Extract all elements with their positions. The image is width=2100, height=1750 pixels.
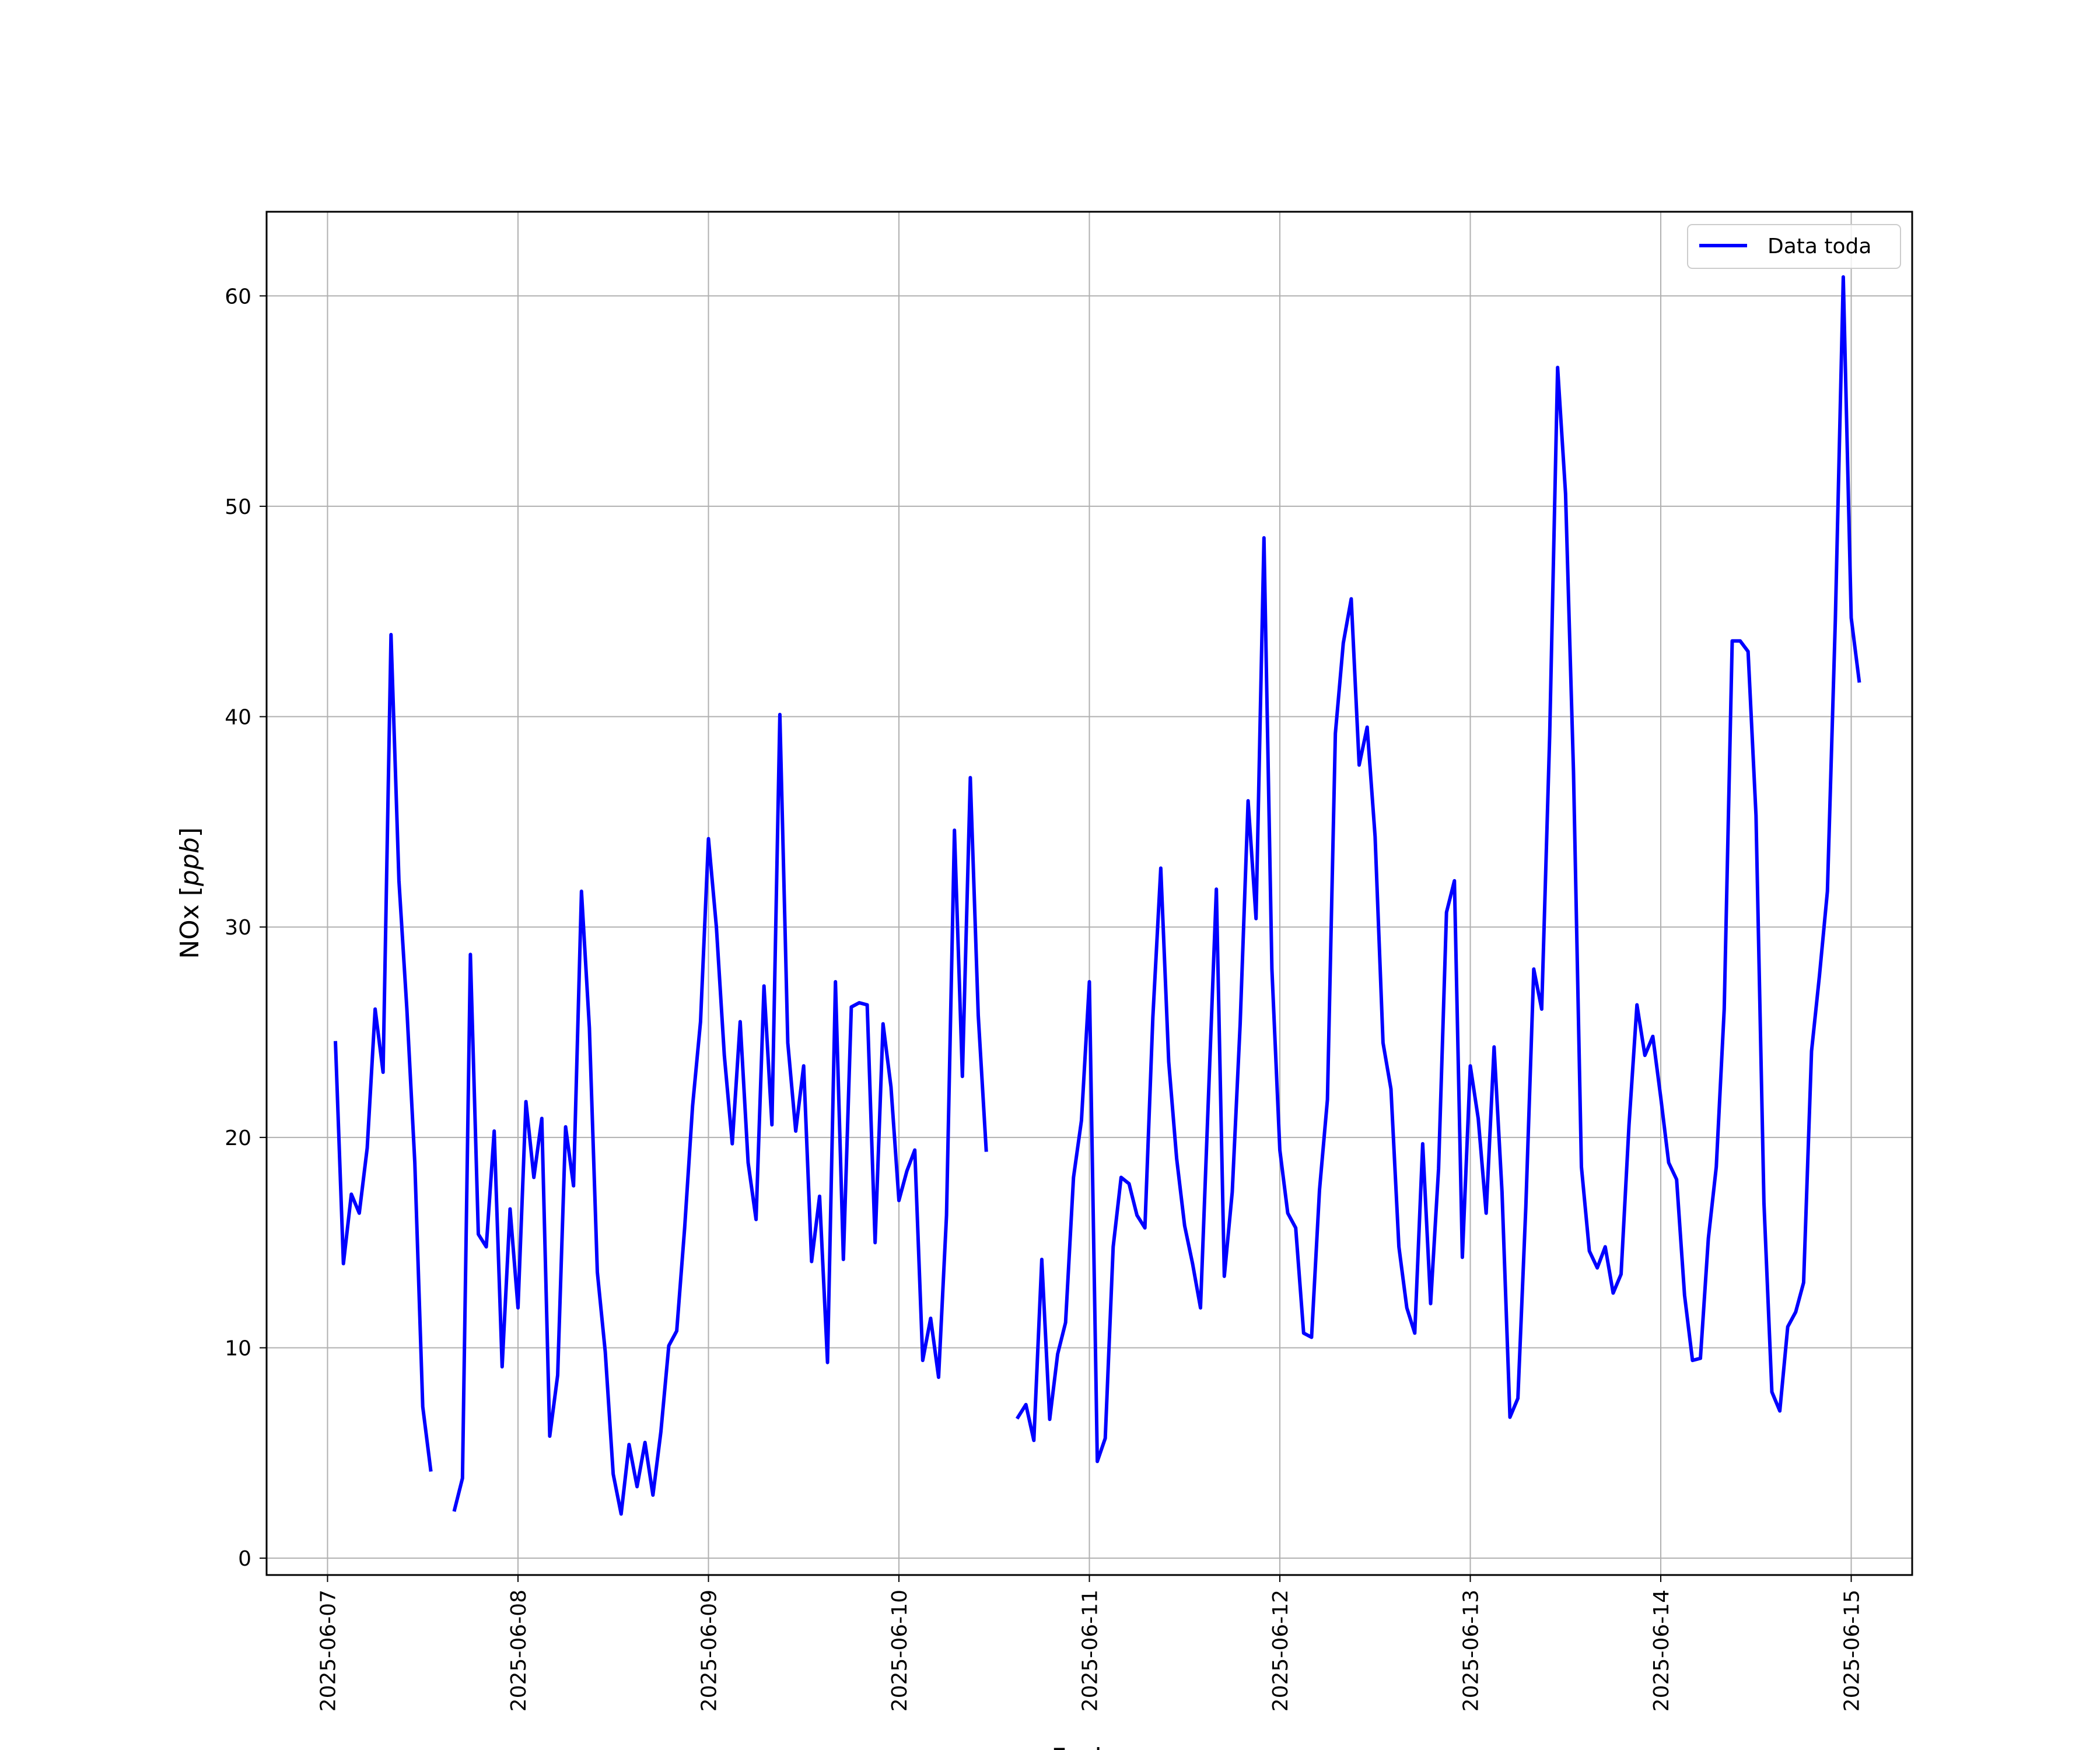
y-tick-label: 0 xyxy=(238,1547,251,1571)
tick-layer: 2025-06-07 2025-06-08 2025-06-09 2025-06-10… xyxy=(225,285,1864,1712)
x-axis-label: Fecha xyxy=(1051,1743,1126,1750)
y-tick-label: 10 xyxy=(225,1337,251,1361)
x-tick-label: 2025-06-07 xyxy=(316,1590,340,1712)
x-tick-label: 2025-06-12 xyxy=(1269,1590,1293,1712)
grid-layer xyxy=(267,212,1912,1575)
y-axis-label-main: NOx [ xyxy=(175,886,205,959)
y-tick-label: 50 xyxy=(225,495,251,519)
data-layer xyxy=(333,275,1861,1516)
series-line xyxy=(333,275,1861,1516)
x-tick-label: 2025-06-13 xyxy=(1460,1590,1483,1712)
y-tick-label: 60 xyxy=(225,285,251,309)
y-axis-label: NOx [ppb] xyxy=(175,827,205,959)
legend-label: Data toda xyxy=(1768,235,1871,258)
x-tick-label: 2025-06-14 xyxy=(1650,1590,1674,1712)
y-tick-label: 30 xyxy=(225,916,251,940)
y-tick-label: 40 xyxy=(225,706,251,730)
x-tick-label: 2025-06-15 xyxy=(1840,1590,1864,1712)
y-tick-label: 20 xyxy=(225,1126,251,1150)
x-tick-label: 2025-06-11 xyxy=(1079,1590,1102,1712)
x-tick-label: 2025-06-09 xyxy=(697,1590,721,1712)
legend-box xyxy=(1687,224,1901,269)
y-axis-label-close: ] xyxy=(175,827,205,837)
y-axis-label-unit: ppb xyxy=(175,837,205,887)
x-tick-label: 2025-06-08 xyxy=(507,1590,531,1712)
legend: Data toda xyxy=(1687,224,1901,269)
x-tick-label: 2025-06-10 xyxy=(888,1590,912,1712)
